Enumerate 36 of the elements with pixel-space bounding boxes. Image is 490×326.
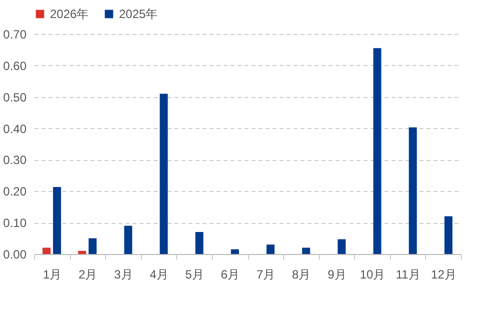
x-tick-label: 4月	[150, 268, 168, 282]
x-tick-label: 10月	[360, 268, 386, 282]
x-tick-label: 9月	[328, 268, 346, 282]
bar	[266, 244, 275, 254]
bar	[78, 250, 86, 254]
bar	[53, 187, 62, 254]
x-tick-label: 11月	[396, 268, 420, 282]
bar	[88, 238, 97, 254]
y-tick-label: 0.40	[3, 122, 27, 136]
bar	[444, 216, 452, 254]
bar	[230, 249, 239, 254]
legend-label: 2026年	[50, 7, 89, 21]
y-tick-label: 0.10	[3, 216, 27, 230]
y-tick-label: 0.00	[3, 248, 27, 262]
x-tick-label: 6月	[220, 268, 240, 282]
bar	[373, 48, 382, 254]
x-tick-label: 3月	[114, 268, 133, 282]
bar	[124, 226, 132, 254]
y-tick-label: 0.60	[3, 58, 27, 73]
y-tick-label: 0.70	[3, 28, 27, 42]
x-tick-label: 5月	[185, 268, 204, 282]
x-tick-label: 7月	[256, 268, 276, 282]
bar	[195, 232, 204, 254]
bar	[160, 94, 168, 254]
y-tick-label: 0.20	[3, 184, 27, 199]
x-tick-label: 1月	[42, 268, 62, 282]
y-tick-label: 0.30	[3, 153, 27, 168]
x-tick-label: 2月	[78, 268, 98, 282]
y-tick-label: 0.50	[3, 90, 27, 104]
bar	[302, 248, 310, 254]
bar	[42, 248, 51, 254]
x-tick-label: 8月	[292, 268, 311, 282]
bar	[338, 239, 346, 254]
bar	[408, 127, 417, 254]
x-tick-label: 12月	[431, 268, 456, 282]
legend-label: 2025年	[119, 7, 158, 21]
